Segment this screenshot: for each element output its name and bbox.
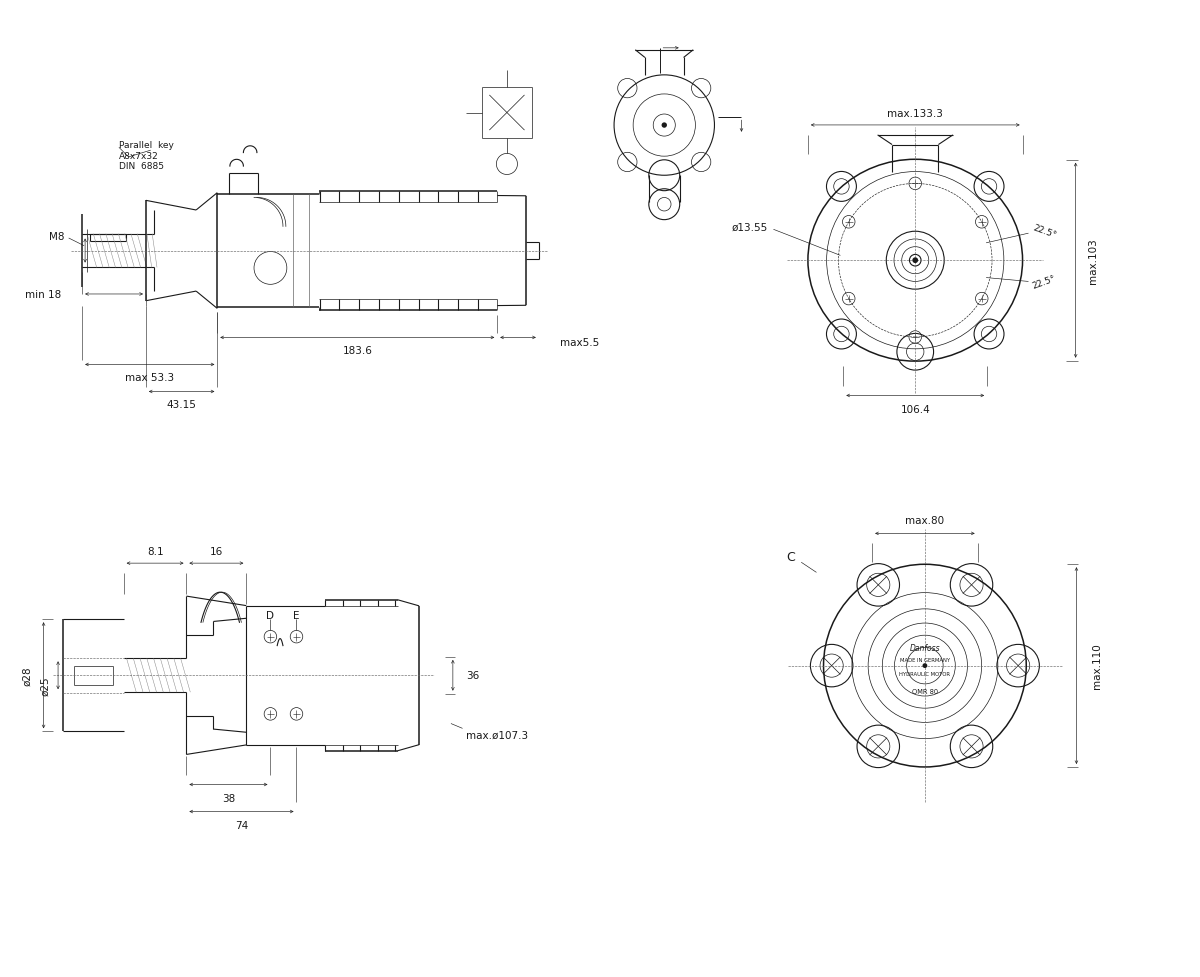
- Text: max.103: max.103: [1088, 238, 1098, 283]
- Text: 22.5°: 22.5°: [1032, 274, 1057, 290]
- Text: M8: M8: [49, 232, 65, 242]
- Text: 38: 38: [222, 793, 235, 803]
- Text: max.133.3: max.133.3: [887, 109, 943, 119]
- Text: 43.15: 43.15: [167, 400, 197, 409]
- Text: C: C: [787, 550, 796, 563]
- Text: max.110: max.110: [1092, 643, 1102, 689]
- Text: HYDRAULIC MOTOR: HYDRAULIC MOTOR: [899, 671, 950, 676]
- Text: max.80: max.80: [905, 515, 944, 526]
- Text: MADE IN GERMANY: MADE IN GERMANY: [900, 658, 950, 662]
- Text: Danfoss: Danfoss: [910, 643, 941, 652]
- Text: ø28: ø28: [22, 665, 32, 686]
- Text: max.ø107.3: max.ø107.3: [467, 731, 528, 741]
- Text: 74: 74: [235, 821, 248, 830]
- Text: Parallel  key
A8x7x32
DIN  6885: Parallel key A8x7x32 DIN 6885: [119, 142, 174, 171]
- Text: max 53.3: max 53.3: [125, 372, 174, 383]
- Circle shape: [912, 258, 918, 264]
- Circle shape: [661, 123, 667, 129]
- Circle shape: [923, 663, 928, 668]
- Text: 36: 36: [467, 670, 480, 681]
- Text: 183.6: 183.6: [342, 346, 372, 356]
- Text: min 18: min 18: [25, 289, 61, 300]
- Text: 22.5°: 22.5°: [1032, 224, 1057, 240]
- Text: 8.1: 8.1: [146, 546, 163, 556]
- Text: D: D: [266, 611, 275, 620]
- Text: max5.5: max5.5: [560, 338, 599, 348]
- Text: ø25: ø25: [41, 675, 50, 695]
- Text: 16: 16: [210, 546, 223, 556]
- Text: 106.4: 106.4: [900, 404, 930, 414]
- Text: OMR 80: OMR 80: [912, 688, 938, 694]
- Text: E: E: [293, 611, 300, 620]
- Text: ø13.55: ø13.55: [731, 222, 768, 233]
